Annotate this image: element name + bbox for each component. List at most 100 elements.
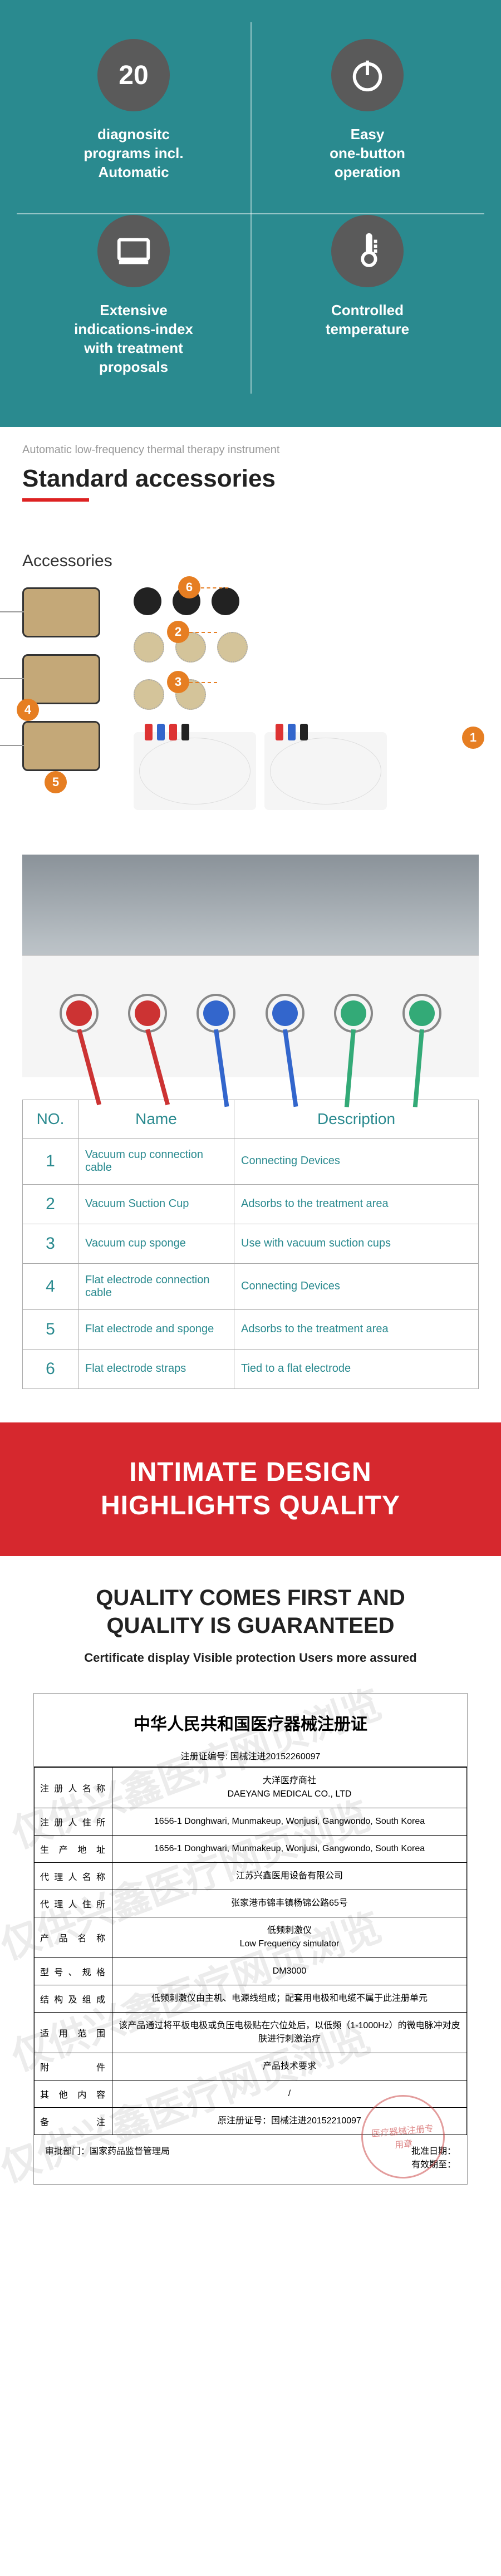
cert-label: 代理人住所: [35, 1890, 112, 1917]
red-banner: INTIMATE DESIGN HIGHLIGHTS QUALITY: [0, 1422, 501, 1556]
screen-icon: [114, 232, 153, 271]
table-row: 5 Flat electrode and sponge Adsorbs to t…: [23, 1309, 479, 1349]
cert-table: 注册人名称 大洋医疗商社DAEYANG MEDICAL CO., LTD注册人住…: [34, 1767, 467, 2135]
divider-horizontal: [17, 213, 484, 214]
cert-row: 附件 产品技术要求: [35, 2053, 467, 2080]
badge-3: 3: [167, 671, 189, 693]
table-row: 2 Vacuum Suction Cup Adsorbs to the trea…: [23, 1184, 479, 1224]
dashed-connector: [195, 587, 228, 588]
plug-blue: [288, 724, 296, 740]
device-photo: [22, 855, 479, 1077]
cert-label: 注册人住所: [35, 1808, 112, 1835]
cell-no: 6: [23, 1349, 78, 1388]
plug-red: [276, 724, 283, 740]
cert-row: 适用范围 该产品通过将平板电极或负压电极贴在穴位处后，以低频（1-1000Hz）…: [35, 2012, 467, 2053]
cert-value: 该产品通过将平板电极或负压电极贴在穴位处后，以低频（1-1000Hz）的微电脉冲…: [112, 2012, 467, 2053]
title-underline: [22, 498, 89, 502]
plug-red: [145, 724, 153, 740]
stamp-text: 医疗器械注册专用章: [361, 2114, 444, 2158]
suction-cup: [134, 587, 161, 615]
feature-temperature: Controlledtemperature: [250, 198, 484, 393]
cert-label: 附件: [35, 2053, 112, 2080]
cert-row: 生产地址 1656-1 Donghwari, Munmakeup, Wonjus…: [35, 1835, 467, 1862]
cert-value: 1656-1 Donghwari, Munmakeup, Wonjusi, Ga…: [112, 1835, 467, 1862]
cell-desc: Adsorbs to the treatment area: [234, 1184, 479, 1224]
cert-regno: 注册证编号: 国械注进20152260097: [34, 1749, 467, 1767]
feature-label: Controlledtemperature: [326, 301, 409, 339]
quality-title-line2: QUALITY IS GUARANTEED: [106, 1613, 394, 1638]
col-no: NO.: [23, 1100, 78, 1138]
sponge: [134, 679, 164, 710]
flat-electrode: [22, 587, 100, 637]
cert-title: 中华人民共和国医疗器械注册证: [34, 1710, 467, 1735]
cert-footer-left: 审批部门：国家药品监督管理局: [45, 2143, 170, 2170]
cert-value: 产品技术要求: [112, 2053, 467, 2080]
table-row: 1 Vacuum cup connection cable Connecting…: [23, 1138, 479, 1184]
flat-electrode: [22, 654, 100, 704]
cell-desc: Use with vacuum suction cups: [234, 1224, 479, 1263]
cell-name: Flat electrode and sponge: [78, 1309, 234, 1349]
certificate: 仅供兴鑫医疗网页浏览 仅供兴鑫医疗网页浏览 仅供兴鑫医疗网页浏览 仅供兴鑫医疗网…: [33, 1693, 468, 2185]
cert-value: 大洋医疗商社DAEYANG MEDICAL CO., LTD: [112, 1767, 467, 1808]
cert-label: 生产地址: [35, 1835, 112, 1862]
section-subtitle: Automatic low-frequency thermal therapy …: [22, 444, 479, 457]
plug-blue: [157, 724, 165, 740]
accessories-section: Automatic low-frequency thermal therapy …: [0, 427, 501, 541]
quality-title: QUALITY COMES FIRST AND QUALITY IS GUARA…: [22, 1584, 479, 1640]
feature-icon-circle: [331, 215, 404, 287]
cell-desc: Tied to a flat electrode: [234, 1349, 479, 1388]
num20-icon: 20: [119, 60, 148, 91]
diagram-label: Accessories: [22, 552, 479, 571]
cert-value: DM3000: [112, 1957, 467, 1985]
cell-name: Vacuum cup connection cable: [78, 1138, 234, 1184]
cert-value: 张家港市锦丰镇杨锦公路65号: [112, 1890, 467, 1917]
cert-label: 产品名称: [35, 1917, 112, 1957]
banner-line1: INTIMATE DESIGN: [17, 1456, 484, 1489]
accessories-table: NO. Name Description 1 Vacuum cup connec…: [22, 1100, 479, 1389]
badge-1: 1: [462, 727, 484, 749]
banner-line2: HIGHLIGHTS QUALITY: [17, 1489, 484, 1523]
feature-icon-circle: [331, 39, 404, 111]
cell-desc: Connecting Devices: [234, 1138, 479, 1184]
feature-diagnostic: 20 diagnositcprograms incl.Automatic: [17, 22, 250, 198]
badge-4: 4: [17, 699, 39, 721]
power-icon: [348, 56, 387, 95]
badge-2: 2: [167, 621, 189, 643]
col-desc: Description: [234, 1100, 479, 1138]
cable-plugs: [145, 724, 189, 740]
cell-name: Flat electrode connection cable: [78, 1263, 234, 1309]
cell-desc: Adsorbs to the treatment area: [234, 1309, 479, 1349]
cell-no: 5: [23, 1309, 78, 1349]
cell-name: Vacuum cup sponge: [78, 1224, 234, 1263]
col-name: Name: [78, 1100, 234, 1138]
suction-cup: [212, 587, 239, 615]
feature-label: Extensiveindications-indexwith treatment…: [74, 301, 193, 376]
cert-value: 低频刺激仪Low Frequency simulator: [112, 1917, 467, 1957]
table-header-row: NO. Name Description: [23, 1100, 479, 1138]
table-row: 6 Flat electrode straps Tied to a flat e…: [23, 1349, 479, 1388]
cell-desc: Connecting Devices: [234, 1263, 479, 1309]
feature-label: diagnositcprograms incl.Automatic: [84, 125, 183, 181]
table-row: 3 Vacuum cup sponge Use with vacuum suct…: [23, 1224, 479, 1263]
port-green: [334, 994, 373, 1033]
cert-label: 适用范围: [35, 2012, 112, 2053]
cell-no: 1: [23, 1138, 78, 1184]
cert-row: 结构及组成 低频刺激仪由主机、电源线组成；配套用电极和电缆不属于此注册单元: [35, 1985, 467, 2012]
cell-name: Flat electrode straps: [78, 1349, 234, 1388]
cert-value: 1656-1 Donghwari, Munmakeup, Wonjusi, Ga…: [112, 1808, 467, 1835]
divider-vertical: [250, 22, 252, 394]
cups-cables-column: [134, 587, 479, 810]
cert-label: 注册人名称: [35, 1767, 112, 1808]
quality-section: QUALITY COMES FIRST AND QUALITY IS GUARA…: [0, 1556, 501, 2212]
port-red: [128, 994, 167, 1033]
thermometer-icon: [348, 232, 387, 271]
feature-one-button: Easyone-buttonoperation: [250, 22, 484, 198]
sponge: [217, 632, 248, 663]
cell-no: 3: [23, 1224, 78, 1263]
quality-title-line1: QUALITY COMES FIRST AND: [96, 1586, 405, 1610]
features-grid: 20 diagnositcprograms incl.Automatic Eas…: [0, 0, 501, 427]
cert-value: 低频刺激仪由主机、电源线组成；配套用电极和电缆不属于此注册单元: [112, 1985, 467, 2012]
cert-row: 代理人名称 江苏兴鑫医用设备有限公司: [35, 1862, 467, 1890]
cert-label: 型号、规格: [35, 1957, 112, 1985]
section-title: Standard accessories: [22, 465, 479, 493]
